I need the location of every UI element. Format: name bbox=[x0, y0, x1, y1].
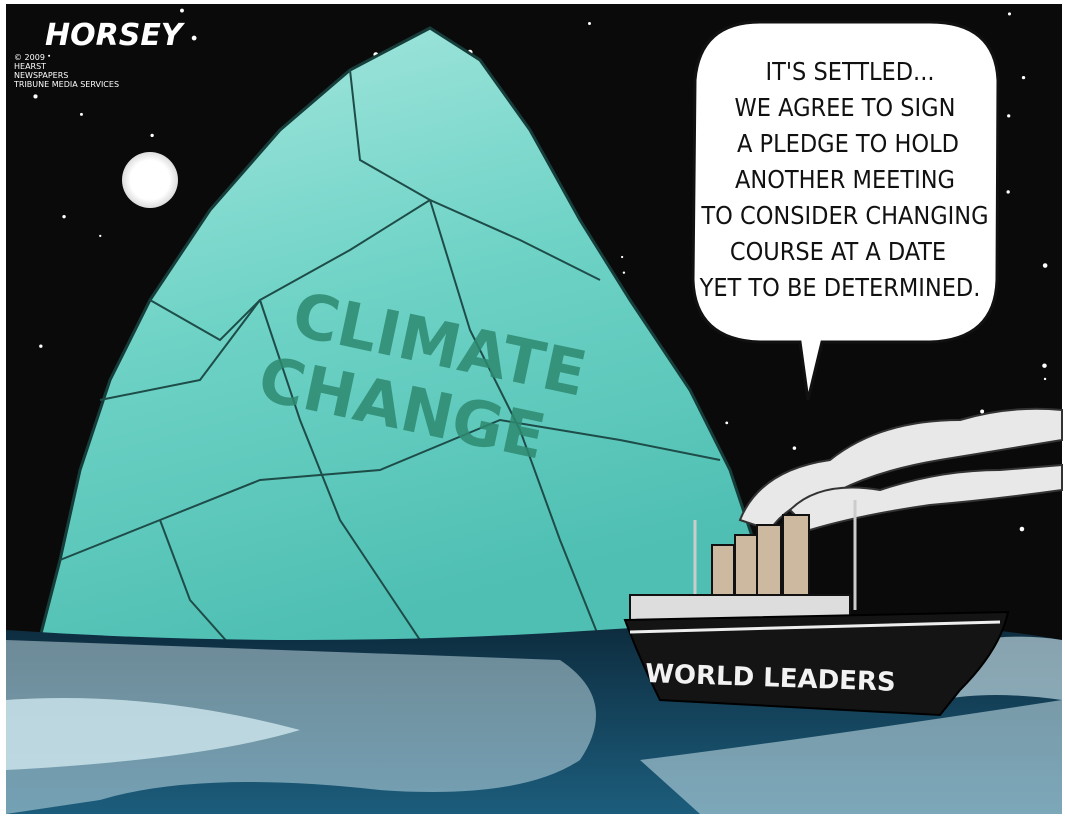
star bbox=[1022, 76, 1025, 79]
star bbox=[621, 256, 623, 258]
speech-line: COURSE AT A DATE bbox=[730, 237, 946, 266]
speech-line: A PLEDGE TO HOLD bbox=[737, 129, 959, 158]
speech-line: IT'S SETTLED... bbox=[766, 57, 935, 86]
star bbox=[1007, 190, 1010, 193]
star bbox=[80, 113, 83, 116]
star bbox=[1007, 114, 1010, 117]
star bbox=[980, 410, 984, 414]
star bbox=[1042, 363, 1046, 367]
credit-line: TRIBUNE MEDIA SERVICES bbox=[13, 80, 119, 89]
page: HORSEY © 2009 HEARST NEWSPAPERS TRIBUNE … bbox=[0, 0, 1065, 826]
signature: HORSEY bbox=[45, 18, 186, 53]
star bbox=[1044, 378, 1046, 380]
star bbox=[192, 36, 197, 41]
moon bbox=[122, 152, 178, 208]
speech-line: YET TO BE DETERMINED. bbox=[699, 273, 981, 302]
speech-line: ANOTHER MEETING bbox=[735, 165, 955, 194]
speech-line: TO CONSIDER CHANGING bbox=[700, 201, 988, 230]
star bbox=[62, 215, 65, 218]
star bbox=[180, 9, 184, 13]
speech-text: IT'S SETTLED... WE AGREE TO SIGN A PLEDGE … bbox=[699, 57, 989, 302]
credit-line: © 2009 bbox=[14, 53, 45, 62]
star bbox=[33, 94, 37, 98]
credit-line: HEARST bbox=[14, 62, 46, 71]
star bbox=[39, 345, 42, 348]
star bbox=[725, 421, 728, 424]
star bbox=[1043, 263, 1048, 268]
star bbox=[1020, 527, 1025, 532]
credit-line: NEWSPAPERS bbox=[14, 71, 68, 80]
star bbox=[1008, 12, 1011, 15]
star bbox=[588, 22, 591, 25]
speech-line: WE AGREE TO SIGN bbox=[735, 93, 956, 122]
cartoon: HORSEY © 2009 HEARST NEWSPAPERS TRIBUNE … bbox=[0, 0, 1065, 826]
star bbox=[48, 55, 50, 57]
star bbox=[793, 446, 797, 450]
star bbox=[623, 271, 625, 273]
star bbox=[150, 134, 153, 137]
star bbox=[99, 235, 101, 237]
